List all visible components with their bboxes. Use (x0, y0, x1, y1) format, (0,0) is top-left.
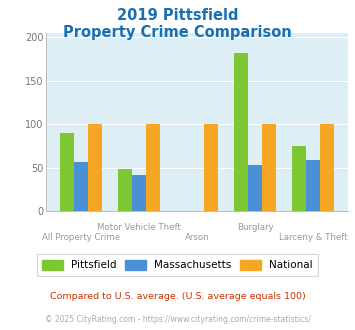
Text: All Property Crime: All Property Crime (42, 233, 120, 242)
Bar (88, 124, 102, 211)
Text: Motor Vehicle Theft: Motor Vehicle Theft (97, 223, 181, 232)
Bar (262, 124, 276, 211)
Bar (248, 165, 262, 211)
Text: Property Crime Comparison: Property Crime Comparison (63, 25, 292, 40)
Bar (146, 124, 160, 211)
Text: Burglary: Burglary (237, 223, 273, 232)
Bar (306, 160, 320, 211)
Bar (204, 124, 218, 211)
Text: Compared to U.S. average. (U.S. average equals 100): Compared to U.S. average. (U.S. average … (50, 292, 305, 301)
Bar (132, 175, 146, 211)
Bar (292, 146, 306, 211)
Text: Arson: Arson (185, 233, 209, 242)
Bar (234, 53, 248, 211)
Bar (118, 169, 132, 211)
Legend: Pittsfield, Massachusetts, National: Pittsfield, Massachusetts, National (37, 254, 318, 276)
Text: Larceny & Theft: Larceny & Theft (279, 233, 348, 242)
Text: © 2025 CityRating.com - https://www.cityrating.com/crime-statistics/: © 2025 CityRating.com - https://www.city… (45, 315, 310, 324)
Bar (74, 162, 88, 211)
Bar (60, 133, 74, 211)
Bar (320, 124, 334, 211)
Text: 2019 Pittsfield: 2019 Pittsfield (117, 8, 238, 23)
